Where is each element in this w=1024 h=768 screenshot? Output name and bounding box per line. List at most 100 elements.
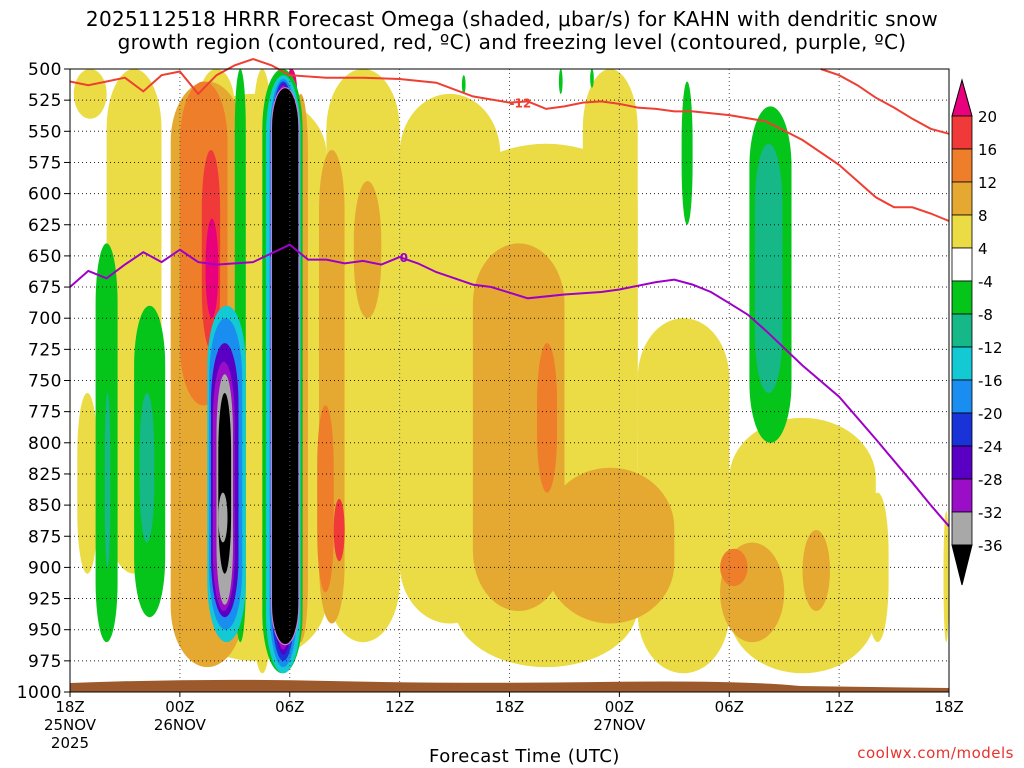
colorbar-swatch xyxy=(951,511,973,546)
colorbar-swatch xyxy=(951,247,973,282)
x-tick-label: 00Z xyxy=(605,698,634,716)
colorbar-swatch xyxy=(951,214,973,249)
colorbar-label: -24 xyxy=(978,438,1003,456)
site-credit: coolwx.com/models xyxy=(857,744,1014,762)
colorbar-label: -20 xyxy=(978,405,1003,423)
y-tick-label: 875 xyxy=(28,527,62,547)
colorbar-label: -16 xyxy=(978,372,1003,390)
colorbar-label: 4 xyxy=(978,240,988,258)
omega-band xyxy=(461,75,466,94)
y-tick-label: 925 xyxy=(28,590,62,610)
omega-band xyxy=(77,393,98,574)
omega-band xyxy=(104,393,111,568)
colorbar-label: 20 xyxy=(978,108,997,126)
colorbar-swatch xyxy=(951,346,973,381)
x-tick-label: 18Z xyxy=(55,698,84,716)
x-axis-title: Forecast Time (UTC) xyxy=(429,746,620,767)
x-tick-date-label: 25NOV xyxy=(44,716,97,734)
y-tick-label: 575 xyxy=(28,153,62,173)
y-tick-label: 975 xyxy=(28,652,62,672)
colorbar-label: 8 xyxy=(978,207,988,225)
y-tick-label: 800 xyxy=(28,434,62,454)
colorbar-swatch xyxy=(951,412,973,447)
y-tick-label: 700 xyxy=(28,309,62,329)
x-tick-label: 12Z xyxy=(824,698,853,716)
omega-band xyxy=(681,81,693,225)
surface-terrain xyxy=(70,679,949,692)
y-tick-label: 725 xyxy=(28,340,62,360)
omega-band xyxy=(205,218,219,319)
omega-core-max-ascent xyxy=(270,87,300,646)
contour-label: -12 xyxy=(510,97,532,111)
omega-band xyxy=(218,393,232,574)
omega-band xyxy=(720,548,748,587)
omega-band xyxy=(472,243,565,611)
omega-band xyxy=(802,530,830,611)
omega-band xyxy=(537,343,558,493)
grid xyxy=(70,69,949,692)
x-tick-label: 12Z xyxy=(385,698,414,716)
omega-band xyxy=(333,498,345,562)
omega-band xyxy=(139,393,155,543)
omega-band xyxy=(353,181,382,319)
omega-band xyxy=(326,69,400,643)
contour-label: 0 xyxy=(400,251,408,265)
x-tick-label: 06Z xyxy=(275,698,304,716)
colorbar-swatch xyxy=(951,148,973,183)
colorbar-swatch xyxy=(951,115,973,150)
colorbar-swatch xyxy=(951,478,973,513)
y-tick-label: 550 xyxy=(28,122,62,142)
y-tick-label: 525 xyxy=(28,91,62,111)
colorbar-swatch xyxy=(951,445,973,480)
colorbar-label: 16 xyxy=(978,141,997,159)
colorbar-label: -36 xyxy=(978,537,1003,555)
x-tick-label: 18Z xyxy=(495,698,524,716)
contour-line-2 xyxy=(69,243,950,527)
omega-band xyxy=(754,143,783,393)
x-tick-label: 00Z xyxy=(165,698,194,716)
y-tick-label: 750 xyxy=(28,372,62,392)
colorbar: 20 16 12 8 4 -4 -8 -12 -16 -20 -24 -28 -32 -36 xyxy=(951,78,1003,586)
x-tick-date-label: 26NOV xyxy=(154,716,207,734)
y-tick-label: 500 xyxy=(28,60,62,80)
omega-band xyxy=(590,69,594,88)
y-tick-label: 625 xyxy=(28,216,62,236)
omega-band xyxy=(317,405,334,593)
x-tick-date-label: 27NOV xyxy=(593,716,646,734)
omega-band xyxy=(866,492,889,643)
omega-band xyxy=(582,69,638,493)
chart-title-line-1: 2025112518 HRRR Forecast Omega (shaded, … xyxy=(85,7,939,31)
colorbar-swatch xyxy=(951,280,973,315)
y-tick-label: 850 xyxy=(28,496,62,516)
omega-shading xyxy=(73,69,949,674)
y-tick-label: 775 xyxy=(28,403,62,423)
colorbar-label: -4 xyxy=(978,273,993,291)
y-tick-label: 675 xyxy=(28,278,62,298)
y-tick-label: 950 xyxy=(28,621,62,641)
y-tick-label: 600 xyxy=(28,185,62,205)
y-tick-label: 650 xyxy=(28,247,62,267)
omega-band xyxy=(943,511,949,643)
x-tick-date-label: 2025 xyxy=(51,734,89,752)
omega-band xyxy=(546,467,675,624)
colorbar-label: 12 xyxy=(978,174,997,192)
colorbar-swatch xyxy=(951,78,973,117)
colorbar-swatch xyxy=(951,181,973,216)
colorbar-swatch xyxy=(951,313,973,348)
omega-band xyxy=(218,492,228,543)
y-axis: 500 525 550 575 600 625 650 675 700 725 750 775 800 8… xyxy=(17,60,70,703)
omega-band xyxy=(558,69,563,94)
contour-line-0 xyxy=(69,57,950,222)
chart-title-line-2: growth region (contoured, red, ºC) and f… xyxy=(117,30,907,54)
colorbar-label: -8 xyxy=(978,306,993,324)
y-tick-label: 825 xyxy=(28,465,62,485)
y-tick-label: 900 xyxy=(28,558,62,578)
colorbar-label: -28 xyxy=(978,471,1003,489)
omega-band xyxy=(73,69,107,119)
x-tick-label: 18Z xyxy=(934,698,963,716)
colorbar-swatch xyxy=(951,544,973,586)
colorbar-label: -32 xyxy=(978,504,1003,522)
x-tick-label: 06Z xyxy=(715,698,744,716)
